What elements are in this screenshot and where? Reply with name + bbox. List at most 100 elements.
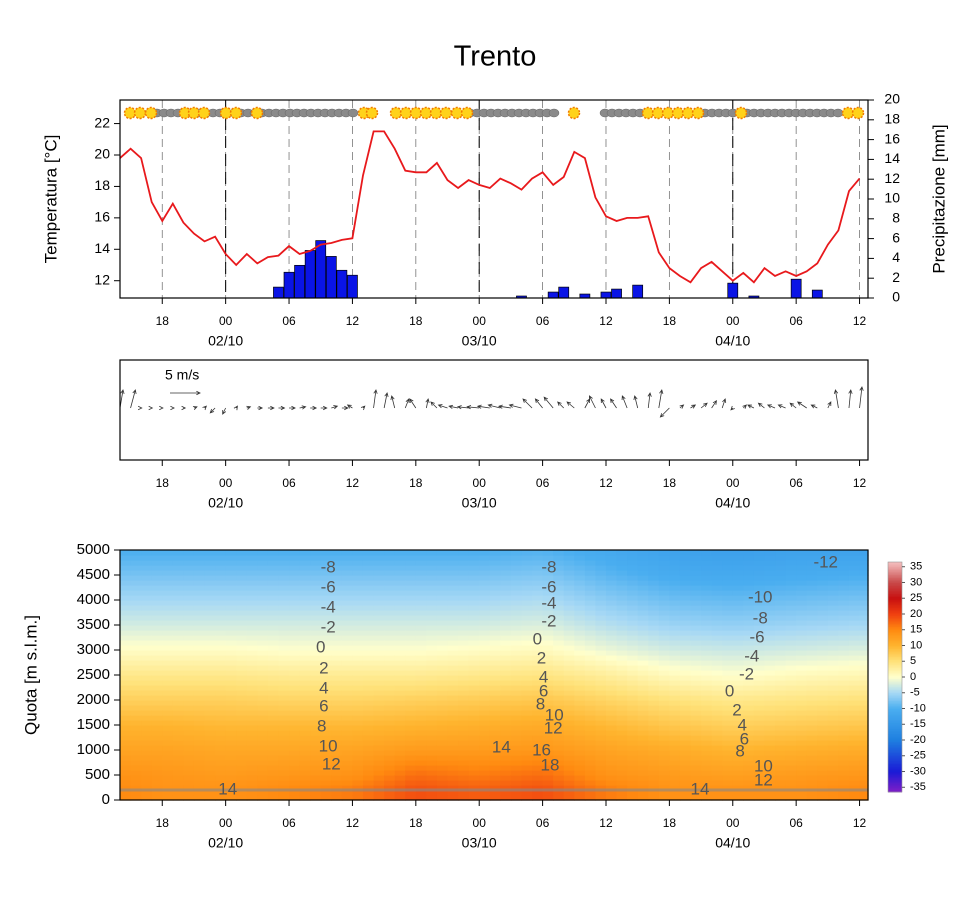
field-cell	[510, 740, 523, 746]
field-cell	[436, 660, 449, 666]
field-cell	[690, 715, 702, 721]
field-cell	[848, 555, 861, 561]
field-cell	[753, 770, 766, 776]
field-cell	[215, 690, 227, 696]
field-cell	[320, 760, 332, 766]
field-cell	[764, 735, 776, 741]
field-cell	[183, 600, 195, 606]
field-cell	[246, 745, 258, 751]
field-cell	[753, 630, 766, 636]
field-cell	[341, 550, 354, 556]
field-cell	[384, 690, 396, 696]
field-cell	[278, 735, 290, 741]
field-cell	[246, 780, 258, 786]
field-cell	[257, 650, 269, 656]
field-cell	[785, 725, 797, 731]
field-cell	[542, 745, 554, 751]
field-cell	[532, 620, 544, 626]
field-cell	[120, 590, 132, 596]
field-cell	[510, 650, 523, 656]
field-cell	[553, 765, 565, 771]
field-cell	[701, 785, 713, 791]
field-cell	[827, 715, 840, 721]
field-cell	[521, 720, 533, 726]
field-cell	[447, 635, 459, 641]
field-cell	[722, 675, 734, 681]
field-cell	[574, 560, 586, 566]
field-cell	[373, 745, 385, 751]
field-cell	[299, 610, 311, 616]
field-cell	[458, 680, 470, 686]
field-cell	[426, 590, 438, 596]
field-cell	[193, 590, 206, 596]
field-cell	[542, 780, 554, 786]
field-cell	[658, 550, 670, 556]
field-cell	[320, 655, 332, 661]
field-cell	[785, 690, 797, 696]
field-cell	[542, 625, 554, 631]
field-cell	[859, 720, 869, 726]
field-cell	[574, 780, 586, 786]
field-cell	[732, 600, 744, 606]
field-cell	[204, 740, 216, 746]
sun-icon	[567, 106, 581, 120]
field-cell	[236, 585, 248, 591]
field-cell	[595, 740, 607, 746]
field-cell	[172, 790, 184, 796]
field-cell	[426, 635, 438, 641]
field-cell	[532, 705, 544, 711]
field-cell	[225, 750, 237, 756]
field-cell	[753, 730, 766, 736]
field-cell	[764, 750, 776, 756]
field-cell	[500, 685, 512, 691]
field-cell	[299, 655, 311, 661]
field-cell	[542, 775, 554, 781]
field-cell	[384, 555, 396, 561]
field-cell	[722, 645, 734, 651]
field-cell	[722, 625, 734, 631]
field-cell	[690, 625, 702, 631]
field-cell	[141, 560, 153, 566]
wind-arrow	[448, 404, 459, 409]
field-cell	[352, 640, 364, 646]
field-cell	[415, 785, 427, 791]
field-cell	[563, 750, 575, 756]
field-cell	[785, 770, 797, 776]
field-cell	[257, 775, 269, 781]
date-label: 03/10	[462, 333, 497, 349]
field-cell	[320, 650, 332, 656]
field-cell	[616, 690, 628, 696]
field-cell	[542, 555, 554, 561]
y2-tick-label: 2	[892, 269, 900, 285]
field-cell	[848, 640, 861, 646]
field-cell	[711, 715, 723, 721]
y-tick-label: 16	[94, 209, 110, 225]
field-cell	[616, 665, 628, 671]
field-cell	[320, 555, 332, 561]
field-cell	[775, 600, 787, 606]
field-cell	[616, 760, 628, 766]
field-cell	[436, 710, 449, 716]
field-cell	[563, 680, 575, 686]
field-cell	[574, 565, 586, 571]
field-cell	[299, 755, 311, 761]
field-cell	[394, 660, 406, 666]
field-cell	[711, 555, 723, 561]
field-cell	[193, 730, 206, 736]
field-cell	[806, 600, 818, 606]
field-cell	[362, 735, 375, 741]
field-cell	[679, 565, 692, 571]
field-cell	[236, 680, 248, 686]
field-cell	[817, 680, 829, 686]
field-cell	[320, 635, 332, 641]
field-cell	[426, 750, 438, 756]
field-cell	[775, 635, 787, 641]
field-cell	[627, 565, 639, 571]
field-cell	[806, 560, 818, 566]
field-cell	[838, 700, 850, 706]
field-cell	[204, 700, 216, 706]
field-cell	[257, 680, 269, 686]
field-cell	[806, 660, 818, 666]
field-cell	[257, 735, 269, 741]
field-cell	[500, 560, 512, 566]
